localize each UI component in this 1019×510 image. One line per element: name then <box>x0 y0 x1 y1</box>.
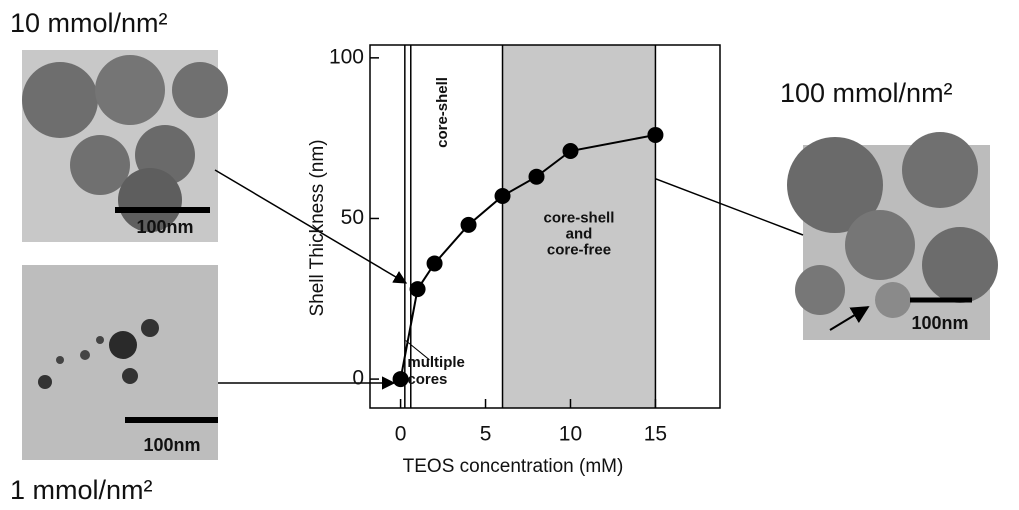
data-point <box>494 187 511 204</box>
region-label: multiple <box>407 354 465 371</box>
region-label: core-shell <box>434 77 451 148</box>
y-axis-label: Shell Thickness (nm) <box>307 139 328 316</box>
data-point <box>647 126 664 143</box>
scale-bar-label: 100nm <box>911 313 968 333</box>
pointer <box>405 340 430 361</box>
x-tick-label: 0 <box>395 423 407 446</box>
image-label: 10 mmol/nm² <box>10 8 168 38</box>
data-point <box>528 168 545 185</box>
x-tick-label: 5 <box>480 423 492 446</box>
scale-bar-label: 100nm <box>136 217 193 237</box>
data-point <box>460 216 477 233</box>
arrow <box>214 169 408 284</box>
data-point <box>409 281 426 298</box>
shaded-region <box>502 45 656 408</box>
region-label: cores <box>407 371 447 388</box>
y-tick-label: 50 <box>341 206 364 229</box>
data-point <box>562 143 579 160</box>
x-tick-label: 15 <box>644 423 667 446</box>
image-label: 100 mmol/nm² <box>780 78 953 108</box>
tem-image <box>22 50 228 242</box>
tem-image <box>22 265 218 460</box>
plot-frame <box>369 44 721 409</box>
y-tick-label: 0 <box>352 367 364 390</box>
x-axis-label: TEOS concentration (mM) <box>403 456 624 477</box>
region-label: and <box>566 225 593 242</box>
scale-bar-label: 100nm <box>143 435 200 455</box>
image-label: 1 mmol/nm² <box>10 475 153 505</box>
y-tick-label: 100 <box>329 45 364 68</box>
x-tick-label: 10 <box>559 423 582 446</box>
region-label: core-shell <box>544 209 615 226</box>
data-point <box>426 255 443 272</box>
data-point <box>392 371 409 388</box>
tem-image <box>787 132 998 340</box>
region-label: core-free <box>547 241 611 258</box>
